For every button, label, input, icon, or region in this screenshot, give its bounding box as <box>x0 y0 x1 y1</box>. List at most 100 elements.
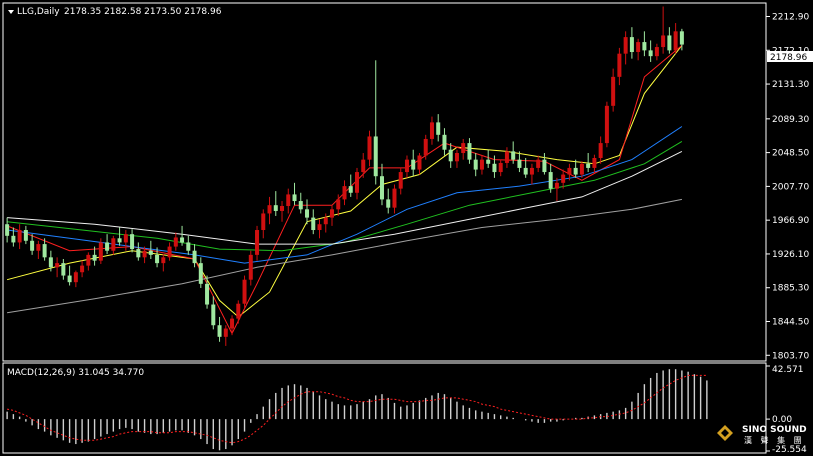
candle <box>667 27 672 54</box>
candle <box>11 227 16 247</box>
candle <box>473 153 478 177</box>
ohlc-values: 2178.35 2182.58 2173.50 2178.96 <box>64 7 222 17</box>
candle <box>354 167 359 200</box>
price-tick-label: 1803.70 <box>772 351 809 361</box>
candle <box>5 217 10 243</box>
candle <box>467 138 472 164</box>
candle <box>98 238 103 264</box>
candle <box>511 141 516 164</box>
candle <box>523 157 528 178</box>
candle <box>379 163 384 206</box>
candle <box>305 199 310 225</box>
candle <box>554 177 559 202</box>
candle <box>173 232 178 251</box>
candle <box>17 224 22 250</box>
candle <box>86 252 91 271</box>
candle <box>529 163 534 185</box>
candle <box>48 250 53 272</box>
price-tick-label: 1844.50 <box>772 318 809 328</box>
candle <box>611 68 616 112</box>
candle <box>342 180 347 206</box>
candle <box>504 147 509 168</box>
symbol-label: LLG,Daily <box>17 7 60 17</box>
candle <box>386 188 391 214</box>
candle <box>586 153 591 173</box>
candle <box>567 163 572 181</box>
candle <box>398 167 403 195</box>
candle <box>436 114 441 142</box>
macd-tick-label: -25.554 <box>772 445 807 455</box>
candle <box>454 149 459 168</box>
dropdown-triangle-icon[interactable] <box>8 10 14 14</box>
candle <box>136 242 141 261</box>
last-price-label: 2178.96 <box>770 53 807 63</box>
candle <box>442 128 447 156</box>
candle <box>561 169 566 189</box>
moving-average-6 <box>7 198 682 314</box>
candle <box>617 47 622 86</box>
candle <box>448 143 453 168</box>
candle <box>36 240 41 259</box>
candle <box>411 149 416 177</box>
candle <box>30 234 35 255</box>
price-tick-label: 2007.70 <box>772 182 809 192</box>
price-tick-label: 1966.90 <box>772 216 809 226</box>
price-panel-frame <box>2 2 767 362</box>
candle <box>242 275 247 309</box>
candle <box>542 153 547 175</box>
candle <box>105 234 110 255</box>
candle <box>23 225 28 245</box>
candle <box>579 161 584 178</box>
candle <box>273 191 278 216</box>
candle <box>80 260 85 278</box>
candle <box>73 270 78 288</box>
candle <box>330 205 335 226</box>
brand-name: SINO SOUND <box>742 425 807 435</box>
moving-average-5 <box>7 150 683 245</box>
candle <box>148 240 153 259</box>
moving-average-1 <box>6 45 683 318</box>
candle <box>111 235 116 255</box>
candle <box>117 227 122 246</box>
candle <box>317 219 322 239</box>
candle <box>636 38 641 61</box>
candle <box>492 155 497 178</box>
candle <box>461 138 466 160</box>
candle <box>123 230 128 251</box>
candle <box>286 188 291 214</box>
price-tick-label: 1926.10 <box>772 250 809 260</box>
candle <box>661 6 666 54</box>
candle <box>205 275 210 309</box>
candle <box>92 246 97 266</box>
candle <box>267 196 272 225</box>
candle <box>61 258 66 280</box>
macd-title: MACD(12,26,9) 31.045 34.770 <box>7 368 144 378</box>
candle <box>180 225 185 246</box>
price-tick-label: 2089.30 <box>772 115 809 125</box>
brand-logo: SINO SOUND 漢 聲 集 團 <box>717 425 807 445</box>
candle <box>486 149 491 168</box>
candle <box>230 315 235 336</box>
last-price-box <box>767 51 813 62</box>
candle <box>248 250 253 286</box>
macd-panel-frame <box>2 362 767 454</box>
candle <box>536 155 541 173</box>
candle <box>280 201 285 222</box>
price-tick-label: 2048.50 <box>772 149 809 159</box>
candle <box>198 257 203 288</box>
candle <box>629 27 634 59</box>
candle <box>292 182 297 206</box>
candle <box>311 209 316 235</box>
candle <box>42 238 47 261</box>
candle <box>673 23 678 54</box>
candle <box>623 31 628 65</box>
candle <box>336 194 341 216</box>
candle <box>348 174 353 197</box>
macd-axis: 42.571 0.00 -25.554 <box>766 365 807 455</box>
candle <box>548 163 553 193</box>
candle <box>223 325 228 346</box>
candle <box>192 244 197 268</box>
candle <box>367 130 372 167</box>
